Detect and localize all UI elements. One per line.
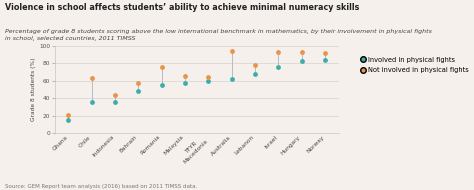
Point — [321, 52, 328, 55]
Point — [158, 66, 165, 69]
Point — [228, 49, 236, 52]
Point — [181, 82, 189, 85]
Point — [88, 76, 96, 79]
Point — [205, 76, 212, 79]
Point — [298, 50, 305, 53]
Point — [274, 66, 282, 69]
Point — [181, 75, 189, 78]
Point — [111, 100, 119, 103]
Point — [228, 77, 236, 80]
Point — [251, 63, 259, 66]
Point — [135, 89, 142, 93]
Point — [274, 50, 282, 53]
Point — [65, 118, 73, 121]
Point — [88, 100, 96, 103]
Text: Source: GEM Report team analysis (2016) based on 2011 TIMSS data.: Source: GEM Report team analysis (2016) … — [5, 184, 197, 189]
Text: Percentage of grade 8 students scoring above the low international benchmark in : Percentage of grade 8 students scoring a… — [5, 29, 432, 41]
Point — [251, 72, 259, 75]
Point — [298, 60, 305, 63]
Point — [135, 82, 142, 85]
Point — [205, 80, 212, 83]
Text: Violence in school affects students’ ability to achieve minimal numeracy skills: Violence in school affects students’ abi… — [5, 3, 359, 12]
Point — [321, 59, 328, 62]
Y-axis label: Grade 8 students (%): Grade 8 students (%) — [31, 58, 36, 121]
Legend: Involved in physical fights, Not involved in physical fights: Involved in physical fights, Not involve… — [361, 57, 469, 73]
Point — [65, 113, 73, 116]
Point — [158, 83, 165, 86]
Point — [111, 93, 119, 96]
